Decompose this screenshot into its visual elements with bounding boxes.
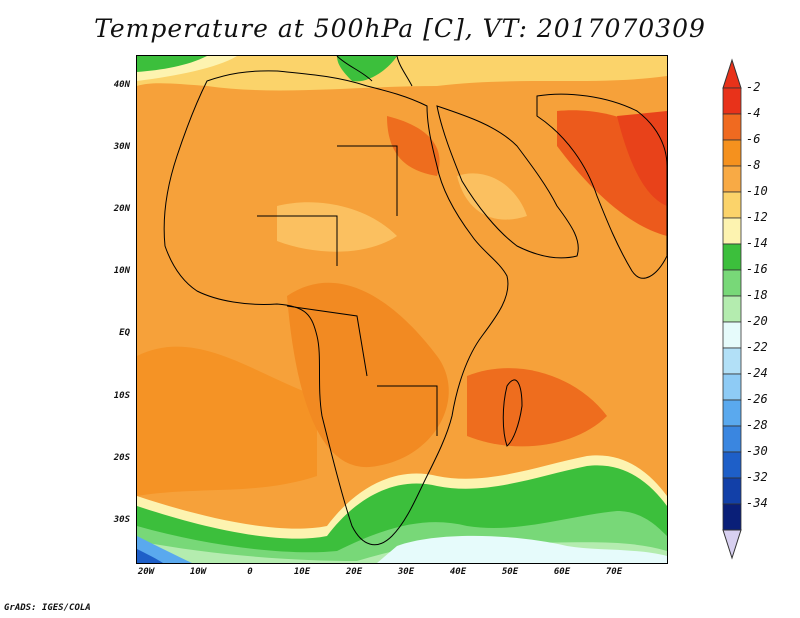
lat-label: 20N — [113, 204, 130, 214]
lon-label: 20E — [345, 567, 363, 577]
colorbar-segment — [722, 269, 742, 297]
lat-label: 30S — [113, 515, 130, 525]
colorbar-tick-label: -2 — [746, 80, 761, 94]
colorbar-tick-label: -16 — [746, 262, 768, 276]
lat-label: 10S — [113, 391, 130, 401]
colorbar-segment — [722, 373, 742, 401]
colorbar-tick-label: -24 — [746, 366, 768, 380]
lon-label: 60E — [553, 567, 571, 577]
colorbar-tick-label: -10 — [746, 184, 768, 198]
lat-label: 10N — [113, 266, 130, 276]
colorbar-tick-label: -6 — [746, 132, 761, 146]
lat-label: 30N — [113, 142, 130, 152]
colorbar-segment — [722, 451, 742, 479]
colorbar-tick-label: -12 — [746, 210, 768, 224]
colorbar-segment — [722, 87, 742, 115]
lon-label: 50E — [501, 567, 519, 577]
colorbar-segment — [722, 217, 742, 245]
lat-label: EQ — [119, 328, 130, 338]
colorbar-segment — [722, 243, 742, 271]
colorbar-segment — [722, 191, 742, 219]
temperature-field — [137, 56, 667, 563]
colorbar-segment — [722, 165, 742, 193]
colorbar-segments — [722, 87, 742, 531]
lon-label: 20W — [137, 567, 155, 577]
colorbar-segment — [722, 347, 742, 375]
colorbar-segment — [722, 295, 742, 323]
map-panel — [136, 55, 668, 564]
lat-label: 20S — [113, 453, 130, 463]
lon-label: 10W — [189, 567, 207, 577]
colorbar-tick-label: -18 — [746, 288, 768, 302]
map-title: Temperature at 500hPa [C], VT: 201707030… — [94, 14, 706, 43]
colorbar-segment — [722, 425, 742, 453]
colorbar-segment — [722, 113, 742, 141]
colorbar-segment — [722, 477, 742, 505]
colorbar-over-triangle — [722, 58, 742, 89]
lon-label: 70E — [605, 567, 623, 577]
colorbar-segment — [722, 139, 742, 167]
colorbar-tick-label: -32 — [746, 470, 768, 484]
colorbar-segment — [722, 321, 742, 349]
colorbar-tick-label: -4 — [746, 106, 761, 120]
colorbar-tick-label: -22 — [746, 340, 768, 354]
colorbar-segment — [722, 503, 742, 531]
grads-credit: GrADS: IGES/COLA — [4, 603, 91, 613]
lon-label: 10E — [293, 567, 311, 577]
lon-label: 30E — [397, 567, 415, 577]
colorbar-tick-label: -26 — [746, 392, 768, 406]
lon-label: 40E — [449, 567, 467, 577]
colorbar-tick-label: -20 — [746, 314, 768, 328]
colorbar-tick-label: -34 — [746, 496, 768, 510]
colorbar-graphic — [722, 58, 742, 560]
coastlines — [163, 56, 667, 546]
colorbar-tick-label: -8 — [746, 158, 761, 172]
colorbar-tick-label: -28 — [746, 418, 768, 432]
lat-label: 40N — [113, 80, 130, 90]
colorbar-tick-label: -14 — [746, 236, 768, 250]
lon-label: 0 — [247, 567, 253, 577]
colorbar-segment — [722, 399, 742, 427]
colorbar-tick-label: -30 — [746, 444, 768, 458]
colorbar-under-triangle — [722, 529, 742, 560]
